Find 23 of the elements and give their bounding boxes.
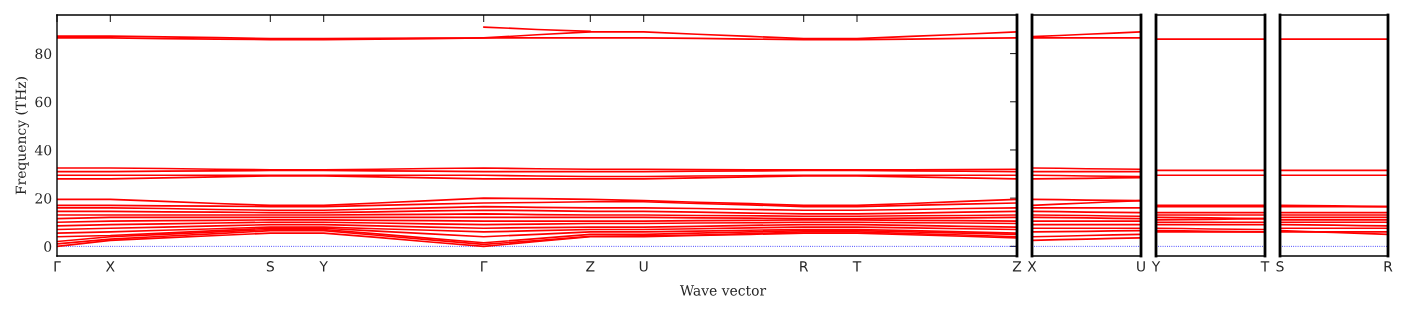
x-tick-label: S — [266, 261, 274, 272]
x-tick-label: Γ — [481, 261, 488, 272]
y-tick-label: 0 — [44, 241, 52, 252]
x-tick-label: U — [1137, 261, 1145, 272]
y-tick-label: 60 — [35, 96, 52, 108]
x-tick-label: Z — [586, 261, 595, 272]
x-tick-label: X — [1027, 261, 1037, 272]
x-tick-label: R — [800, 261, 809, 272]
y-tick-label: 40 — [34, 144, 52, 156]
x-tick-label: T — [1260, 261, 1270, 272]
x-tick-label: Γ — [54, 261, 61, 272]
x-tick-label: T — [852, 261, 862, 272]
y-tick-label: 20 — [35, 193, 52, 204]
x-tick-label: Z — [1012, 261, 1022, 272]
y-axis-title: Frequency (THz) — [15, 77, 29, 195]
x-tick-label: Y — [1151, 261, 1161, 272]
x-tick-label: R — [1384, 261, 1393, 272]
x-tick-label: X — [105, 261, 115, 272]
x-tick-label: U — [639, 261, 648, 272]
x-tick-label: S — [1276, 261, 1284, 272]
x-tick-label: Y — [319, 261, 328, 272]
x-axis-title: Wave vector — [679, 285, 767, 296]
y-tick-label: 80 — [35, 48, 52, 60]
